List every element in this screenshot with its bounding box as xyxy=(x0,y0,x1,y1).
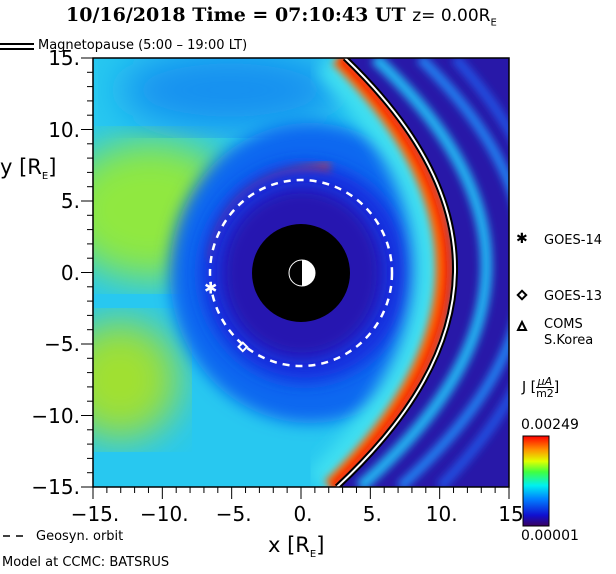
goes-13-label: GOES-13 xyxy=(544,289,603,304)
colorbar xyxy=(522,435,550,527)
current-density-heatmap xyxy=(93,58,509,487)
colorbar-min: 0.00001 xyxy=(521,528,579,544)
y-axis-label: y [RE] xyxy=(0,155,57,183)
x-axis-label: x [RE] xyxy=(268,533,325,561)
x-tick-label: 0. xyxy=(293,502,313,526)
y-tick-label: 15. xyxy=(48,46,80,70)
x-tick-label: 10. xyxy=(425,502,458,526)
satellite-goes-14-marker: ✱ xyxy=(204,279,217,298)
goes-13-legend-icon xyxy=(516,289,528,301)
coms-legend-icon xyxy=(516,319,528,331)
title-date: 10/16/2018 Time = 07:10:43 UT xyxy=(66,4,406,26)
model-footer: Model at CCMC: BATSRUS xyxy=(2,555,170,570)
title-z: z= 0.00R xyxy=(412,6,491,26)
colorbar-max: 0.00249 xyxy=(521,417,579,433)
legend-geosync: Geosyn. orbit xyxy=(36,529,124,544)
y-tick-label: 5. xyxy=(60,189,80,213)
earth-icon xyxy=(288,259,316,287)
colorbar-title: J [μA m2] xyxy=(522,375,560,400)
legend-magnetopause-icon xyxy=(0,43,34,50)
x-tick-label: −10. xyxy=(140,502,189,526)
goes-14-legend-icon: ✱ xyxy=(516,231,528,247)
y-tick-label: 0. xyxy=(60,260,80,285)
satellite-goes-13-marker xyxy=(237,341,249,353)
y-tick-label: 10. xyxy=(48,117,80,142)
geosync-orbit-line xyxy=(208,178,394,368)
axis-ticks xyxy=(81,57,510,499)
x-tick-label: 15 xyxy=(498,502,524,526)
y-tick-label: −5. xyxy=(44,332,80,356)
legend-magnetopause: Magnetopause (5:00 – 19:00 LT) xyxy=(38,38,248,53)
coms-label: COMS xyxy=(544,317,583,332)
x-tick-label: −15. xyxy=(70,502,120,526)
x-tick-label: 5. xyxy=(362,502,382,526)
x-tick-label: −5. xyxy=(215,502,252,526)
y-tick-label: −10. xyxy=(31,403,80,428)
y-tick-label: −15. xyxy=(31,475,80,499)
goes-14-label: GOES-14 xyxy=(544,233,603,248)
plot-title: 10/16/2018 Time = 07:10:43 UT z= 0.00RE xyxy=(66,4,497,29)
coms-label-2: S.Korea xyxy=(544,333,594,348)
